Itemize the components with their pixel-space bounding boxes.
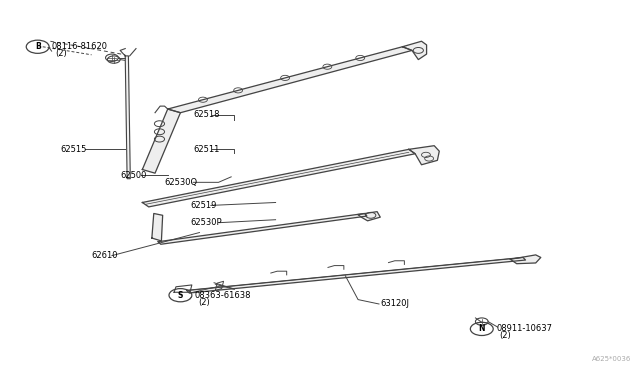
Text: (2): (2) (56, 49, 67, 58)
Text: (2): (2) (499, 331, 511, 340)
Text: 08363-61638: 08363-61638 (195, 291, 251, 300)
Polygon shape (510, 255, 541, 264)
Text: 62515: 62515 (60, 145, 86, 154)
Polygon shape (125, 56, 131, 179)
Text: B: B (35, 42, 40, 51)
Text: 62500: 62500 (120, 170, 147, 180)
Text: (2): (2) (198, 298, 210, 307)
Polygon shape (142, 149, 415, 207)
Text: A625*0036: A625*0036 (591, 356, 631, 362)
Text: 62610: 62610 (92, 251, 118, 260)
Text: 63120J: 63120J (380, 299, 409, 308)
Text: 62511: 62511 (193, 145, 220, 154)
Polygon shape (187, 257, 525, 293)
Text: S: S (178, 291, 183, 300)
Polygon shape (152, 214, 163, 241)
Text: N: N (479, 324, 485, 333)
Text: 62518: 62518 (193, 110, 220, 119)
Text: 62519: 62519 (190, 201, 216, 210)
Text: 62530Q: 62530Q (164, 178, 198, 187)
Polygon shape (142, 109, 180, 173)
Polygon shape (158, 214, 367, 244)
Polygon shape (168, 47, 412, 113)
Polygon shape (403, 41, 427, 60)
Text: 08911-10637: 08911-10637 (497, 324, 552, 333)
Polygon shape (409, 146, 439, 165)
Text: 62530P: 62530P (190, 218, 221, 227)
Polygon shape (358, 212, 380, 221)
Text: 08116-81620: 08116-81620 (52, 42, 108, 51)
